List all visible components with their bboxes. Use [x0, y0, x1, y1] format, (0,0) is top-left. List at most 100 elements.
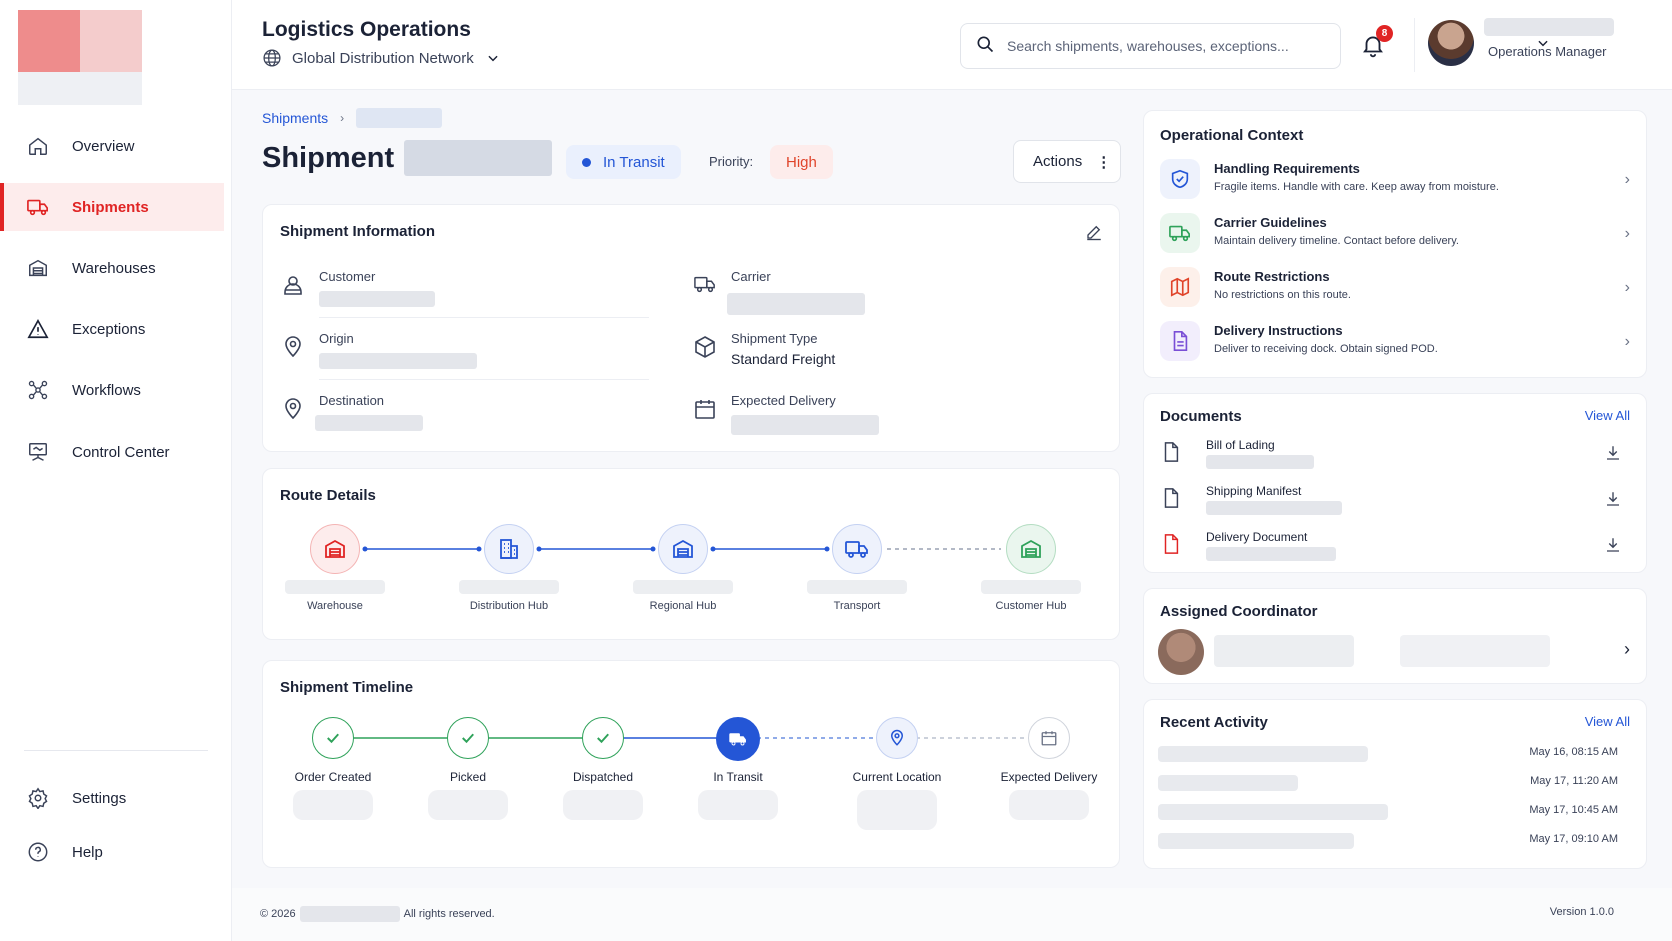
logo — [18, 10, 142, 105]
chevron-right-icon: › — [1624, 171, 1630, 188]
chevron-down-icon — [486, 51, 500, 65]
truck-icon — [1160, 213, 1200, 253]
actions-button[interactable]: Actions ⋮ — [1013, 140, 1121, 183]
context-route-restrictions[interactable]: Route Restrictions No restrictions on th… — [1160, 267, 1630, 317]
sidebar-item-overview[interactable]: Overview — [0, 122, 224, 170]
assigned-coordinator-card[interactable]: Assigned Coordinator › — [1143, 588, 1647, 684]
monitor-icon — [26, 440, 50, 464]
shipment-id-redacted — [404, 140, 553, 176]
route-stop-distribution-hub[interactable]: Distribution Hub — [439, 524, 579, 612]
chevron-right-icon: › — [1624, 333, 1630, 350]
truck-icon — [716, 717, 760, 761]
sidebar-divider — [24, 750, 208, 751]
warning-icon — [26, 317, 50, 341]
shipment-timeline-card: Shipment Timeline Order Created Picked D… — [262, 660, 1120, 868]
warehouse-icon — [658, 524, 708, 574]
chevron-right-icon: › — [1624, 279, 1630, 296]
calendar-icon — [693, 397, 717, 426]
sidebar-item-exceptions[interactable]: Exceptions — [0, 305, 224, 353]
sidebar-item-help[interactable]: Help — [0, 828, 224, 876]
notification-badge: 8 — [1376, 25, 1393, 42]
timeline-step-dispatched: Dispatched — [533, 717, 673, 820]
calendar-icon — [1028, 717, 1070, 759]
card-title: Shipment Timeline — [280, 679, 414, 696]
copyright: © 2026 All rights reserved. — [260, 906, 495, 922]
sidebar-item-control-center[interactable]: Control Center — [0, 428, 224, 476]
origin-value-redacted — [319, 353, 477, 369]
card-title: Assigned Coordinator — [1160, 603, 1318, 620]
document-delivery-document[interactable]: Delivery Document — [1160, 530, 1630, 566]
search-bar[interactable] — [960, 23, 1341, 69]
route-stop-transport[interactable]: Transport — [787, 524, 927, 612]
globe-icon — [262, 48, 282, 68]
edit-icon[interactable] — [1085, 223, 1103, 246]
card-title: Operational Context — [1160, 127, 1304, 144]
location-pin-icon — [281, 335, 305, 364]
document-bill-of-lading[interactable]: Bill of Lading — [1160, 438, 1630, 474]
coordinator-info-redacted — [1214, 635, 1354, 667]
gear-icon — [26, 786, 50, 810]
check-icon — [582, 717, 624, 759]
sidebar-item-workflows[interactable]: Workflows — [0, 366, 224, 414]
activity-row: May 17, 09:10 AM — [1158, 831, 1618, 853]
priority-badge: High — [770, 145, 833, 179]
delivery-value-redacted — [731, 415, 879, 435]
route-stop-customer-hub[interactable]: Customer Hub — [961, 524, 1101, 612]
file-icon — [1160, 486, 1182, 515]
user-role: Operations Manager — [1488, 44, 1607, 59]
recent-activity-card: Recent Activity View All May 16, 08:15 A… — [1143, 699, 1647, 869]
breadcrumb-shipments-link[interactable]: Shipments — [262, 110, 329, 126]
context-delivery-instructions[interactable]: Delivery Instructions Deliver to receivi… — [1160, 321, 1630, 371]
sidebar-item-label: Overview — [72, 137, 135, 155]
page-title: Shipment — [262, 140, 553, 176]
card-title: Route Details — [280, 487, 376, 504]
company-name-redacted — [299, 906, 400, 922]
sidebar-item-shipments[interactable]: Shipments — [0, 183, 224, 231]
route-stop-warehouse[interactable]: Warehouse — [265, 524, 405, 612]
activity-view-all-link[interactable]: View All — [1584, 714, 1630, 729]
search-icon — [975, 34, 995, 59]
sidebar-item-warehouses[interactable]: Warehouses — [0, 244, 224, 292]
breadcrumb: Shipments › — [262, 108, 443, 128]
timeline-step-in-transit: In Transit — [668, 717, 808, 820]
card-title: Recent Activity — [1160, 714, 1268, 731]
status-badge: In Transit — [566, 145, 681, 179]
box-icon — [693, 335, 717, 364]
search-input[interactable] — [1007, 38, 1307, 54]
file-icon — [1160, 532, 1182, 561]
customer-value-redacted — [319, 291, 435, 307]
sidebar-item-label: Control Center — [72, 443, 170, 461]
timeline-step-expected-delivery: Expected Delivery — [979, 717, 1119, 820]
network-selector[interactable]: Global Distribution Network — [262, 48, 500, 68]
sidebar: Overview Shipments Warehouses Exceptions… — [0, 0, 232, 941]
download-icon[interactable] — [1604, 444, 1622, 467]
file-icon — [1160, 440, 1182, 469]
user-icon — [281, 273, 305, 302]
chevron-down-icon[interactable] — [1536, 36, 1550, 55]
app-title: Logistics Operations — [262, 18, 471, 41]
map-icon — [1160, 267, 1200, 307]
route-stop-regional-hub[interactable]: Regional Hub — [613, 524, 753, 612]
top-header: Logistics Operations Global Distribution… — [232, 0, 1672, 90]
timeline-step-picked: Picked — [398, 717, 538, 820]
document-shipping-manifest[interactable]: Shipping Manifest — [1160, 484, 1630, 520]
avatar — [1158, 629, 1204, 675]
activity-row: May 17, 11:20 AM — [1158, 773, 1618, 795]
check-icon — [312, 717, 354, 759]
download-icon[interactable] — [1604, 490, 1622, 513]
avatar — [1428, 20, 1474, 66]
user-menu[interactable]: Operations Manager — [1428, 16, 1648, 70]
activity-row: May 17, 10:45 AM — [1158, 802, 1618, 824]
documents-view-all-link[interactable]: View All — [1584, 408, 1630, 423]
document-icon — [1160, 321, 1200, 361]
user-name-redacted — [1484, 18, 1614, 36]
context-handling-requirements[interactable]: Handling Requirements Fragile items. Han… — [1160, 159, 1630, 209]
download-icon[interactable] — [1604, 536, 1622, 559]
notifications-button[interactable]: 8 — [1360, 25, 1393, 60]
context-carrier-guidelines[interactable]: Carrier Guidelines Maintain delivery tim… — [1160, 213, 1630, 263]
sidebar-item-label: Help — [72, 843, 103, 861]
card-title: Shipment Information — [280, 223, 435, 240]
destination-value-redacted — [315, 415, 423, 431]
sidebar-item-settings[interactable]: Settings — [0, 774, 224, 822]
priority-label: Priority: — [709, 154, 754, 169]
